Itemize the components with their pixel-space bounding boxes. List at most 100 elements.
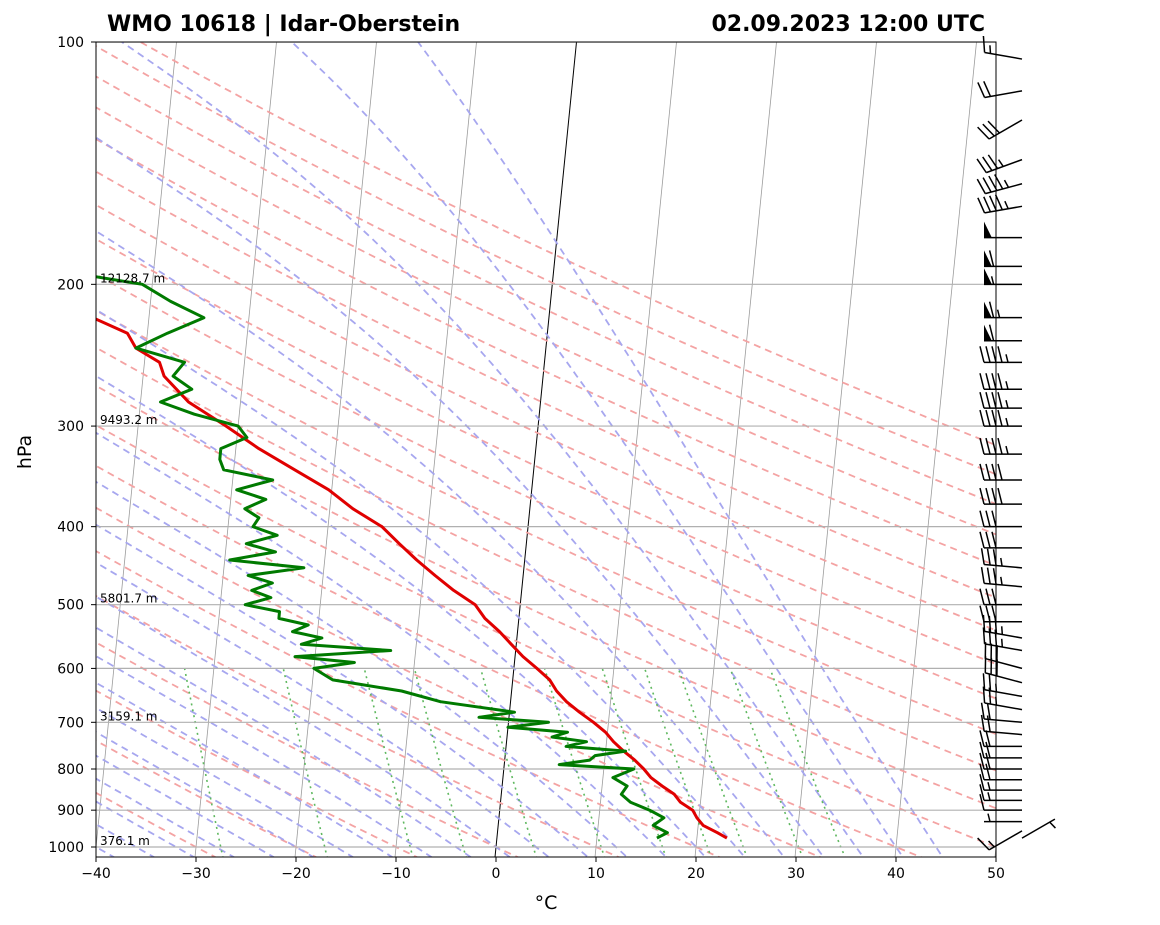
wind-barb-full	[988, 674, 992, 691]
wind-barb-full	[991, 409, 997, 427]
wind-barb-half	[1005, 399, 1009, 409]
y-tick-label: 700	[57, 715, 84, 731]
moist-adiabat-line	[96, 230, 786, 857]
wind-barb	[984, 221, 1022, 239]
wind-barb-full	[986, 703, 991, 720]
x-tick-label: 40	[887, 866, 905, 882]
wind-barb-full	[997, 487, 1003, 505]
dry-adiabat-line	[96, 170, 996, 599]
wind-barb-full	[997, 391, 1003, 409]
wind-barb	[979, 730, 1022, 748]
x-tick-label: 50	[987, 866, 1005, 882]
y-tick-label: 600	[57, 661, 84, 677]
wind-barb-full	[988, 301, 995, 318]
wind-barb-full	[991, 588, 997, 605]
isotherm-line	[96, 42, 177, 852]
height-label: 5801.7 m	[100, 592, 158, 606]
wind-barb-full	[985, 741, 991, 759]
background-guide-lines	[96, 42, 996, 857]
y-axis-ticks: 1000 900 800 700 600 500 400 300 200 100	[48, 35, 96, 856]
wind-barb	[979, 605, 1022, 623]
wind-barb-full	[994, 194, 1003, 211]
wind-barb	[979, 752, 1022, 770]
dry-adiabat-line	[96, 346, 996, 772]
wind-barb-full	[980, 567, 985, 584]
isotherm-line	[694, 42, 777, 857]
wind-barb-full	[979, 510, 985, 527]
wind-barb-full	[985, 763, 991, 780]
wind-barb-half	[1005, 354, 1009, 363]
wind-barb-full	[982, 156, 993, 171]
x-tick-label: 10	[587, 866, 605, 882]
wind-barb-staff	[988, 830, 1023, 851]
wind-barb-full	[985, 463, 991, 481]
wind-barb-full	[986, 567, 991, 585]
wind-barb-staff	[988, 119, 1023, 140]
wind-barb-full	[985, 510, 991, 527]
wind-barb	[979, 373, 1022, 390]
wind-barb	[979, 437, 1022, 455]
wind-barb-full	[986, 548, 991, 566]
y-tick-label: 300	[57, 419, 84, 435]
wind-barb-full	[985, 437, 991, 455]
wind-barb-staff	[984, 643, 1023, 652]
wind-barb-full	[985, 391, 991, 409]
mixing-ratio-line	[183, 668, 224, 857]
x-tick-label: 20	[687, 866, 705, 882]
wind-barb	[976, 174, 1023, 195]
dry-adiabat-line	[96, 106, 996, 536]
wind-barb	[979, 793, 1022, 811]
wind-barb-half	[1000, 576, 1003, 586]
y-tick-label: 1000	[48, 840, 84, 856]
wind-barb-staff	[985, 183, 1023, 195]
wind-barb-flag	[984, 268, 992, 285]
wind-barb-full	[977, 837, 990, 851]
wind-barb	[979, 588, 1022, 606]
x-tick-label: 0	[492, 866, 501, 882]
wind-barb	[1021, 818, 1056, 839]
mixing-ratio-line	[543, 668, 606, 857]
chart-title-right: 02.09.2023 12:00 UTC	[711, 12, 985, 37]
wind-barb	[984, 642, 1023, 670]
wind-barb	[977, 194, 1023, 214]
wind-barb-full	[991, 487, 997, 505]
dewpoint-profile	[96, 275, 669, 840]
wind-barb-full	[983, 81, 992, 97]
dry-adiabat-line	[96, 464, 924, 857]
wind-barb-full	[987, 154, 999, 169]
wind-barb-half	[987, 813, 991, 822]
wind-barb-half	[1000, 638, 1004, 648]
y-tick-label: 400	[57, 520, 84, 536]
wind-barb	[977, 81, 1023, 99]
isotherm-line	[194, 42, 277, 857]
wind-barb-staff	[1021, 818, 1056, 839]
height-labels: 12128.7 m 9493.2 m 5801.7 m 3159.1 m 376.1 m	[100, 271, 165, 848]
wind-barb-full	[991, 437, 997, 455]
wind-barb	[980, 548, 1023, 569]
wind-barb-full	[988, 628, 992, 645]
wind-barb-full	[980, 702, 985, 720]
wind-barb-full	[982, 123, 995, 137]
wind-barb-full	[980, 714, 985, 732]
wind-barb-full	[994, 174, 1004, 190]
wind-barb	[984, 301, 1022, 319]
wind-barb-full	[985, 373, 991, 390]
dry-adiabat-line	[139, 42, 996, 447]
wind-barb-half	[1005, 381, 1009, 390]
wind-barb-full	[977, 82, 986, 98]
wind-barb-full	[992, 568, 997, 585]
dry-adiabat-line	[96, 506, 823, 857]
y-tick-label: 200	[57, 277, 84, 293]
wind-barb	[979, 741, 1022, 759]
wind-barb-half	[1005, 445, 1009, 455]
wind-barb-full	[991, 346, 997, 363]
wind-barb-half	[989, 45, 992, 54]
wind-barb	[982, 673, 1023, 698]
x-tick-label: −10	[381, 866, 411, 882]
dry-adiabat-line	[96, 641, 520, 857]
isotherm-line	[894, 42, 977, 857]
dry-adiabat-line	[96, 791, 217, 857]
wind-barb-flag	[984, 250, 992, 267]
sounding-profiles	[96, 275, 728, 840]
mixing-ratio-line	[769, 668, 846, 857]
